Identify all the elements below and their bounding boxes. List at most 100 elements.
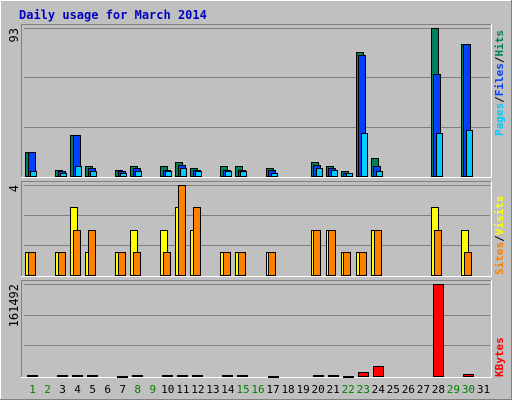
legend-kbytes: KBytes [493,337,506,377]
x-tick-label-day-30: 30 [462,383,475,396]
legend-hits-pages-files: Pages/Files/Hits [493,30,506,136]
panel-kbytes-area [21,280,492,378]
legend-entry: Files [493,63,506,96]
x-tick-label-day-21: 21 [327,383,340,396]
x-tick-label-day-17: 17 [266,383,279,396]
x-tick-label-day-8: 8 [134,383,141,396]
bar-pages-day-28 [436,133,443,177]
bar-pages-day-24 [376,171,383,177]
bar-pages-day-3 [60,173,67,177]
legend-entry: Hits [493,30,506,57]
bar-kbytes-day-4 [72,375,83,377]
bar-kbytes-day-7 [117,376,128,378]
x-tick-label-day-22: 22 [342,383,355,396]
bar-kbytes-day-8 [132,375,143,377]
x-tick-label-day-13: 13 [206,383,219,396]
bar-sites-day-11 [178,185,186,276]
panel-visits-sites: 4 Sites/Visits [7,181,506,277]
bar-sites-day-1 [28,252,36,276]
bar-pages-day-30 [466,130,473,177]
bar-pages-day-12 [195,171,202,177]
y-max-label: 161492 [7,284,21,327]
bar-kbytes-day-22 [343,376,354,378]
bar-kbytes-day-30 [463,374,474,377]
x-tick-label-day-3: 3 [59,383,66,396]
x-tick-label-day-12: 12 [191,383,204,396]
bar-sites-day-5 [88,230,96,276]
bar-pages-day-15 [240,171,247,177]
bar-kbytes-day-5 [87,375,98,377]
bar-kbytes-day-12 [192,375,203,377]
bar-sites-day-14 [223,252,231,276]
bar-pages-day-14 [225,171,232,177]
bar-kbytes-day-28 [433,284,444,377]
bar-kbytes-day-14 [222,375,233,377]
bar-sites-day-28 [434,230,442,276]
bar-sites-day-10 [163,252,171,276]
legend-entry: Sites [493,242,506,275]
bar-pages-day-22 [346,173,353,177]
bar-kbytes-day-24 [373,366,384,377]
x-axis: 1 2 3 4 5 6 7 8 9 10 11 12 13 14 15 16 17 18 19 20 21 22 23 24 2… [29,383,490,396]
x-tick-label-day-24: 24 [372,383,386,396]
x-tick-label-day-9: 9 [149,383,156,396]
panel-kbytes: 161492 KBytes [7,280,506,378]
bar-pages-day-11 [180,168,187,177]
bar-kbytes-day-17 [268,376,279,378]
bar-sites-day-30 [464,252,472,276]
x-tick-label-day-27: 27 [417,383,430,396]
bar-sites-day-23 [359,252,367,276]
x-tick-label-day-31: 31 [477,383,490,396]
bar-pages-day-20 [316,168,323,177]
legend-entry: / [493,96,506,103]
bar-sites-day-8 [133,252,141,276]
x-tick-label-day-29: 29 [447,383,460,396]
bar-pages-day-23 [361,133,368,177]
x-tick-label-day-26: 26 [402,383,415,396]
x-tick-label-day-18: 18 [281,383,294,396]
x-tick-label-day-28: 28 [432,383,445,396]
bar-sites-day-21 [328,230,336,276]
legend-entry: KBytes [493,337,506,377]
bar-pages-day-17 [271,173,278,177]
x-tick-label-day-16: 16 [251,383,264,396]
bar-sites-day-24 [374,230,382,276]
bar-kbytes-day-15 [237,375,248,377]
bar-sites-day-20 [313,230,321,276]
x-tick-label-day-11: 11 [176,383,189,396]
x-tick-label-day-1: 1 [29,383,36,396]
bar-sites-day-4 [73,230,81,276]
x-tick-label-day-25: 25 [387,383,400,396]
bar-kbytes-day-11 [177,375,188,377]
bar-sites-day-7 [118,252,126,276]
x-tick-label-day-23: 23 [357,383,370,396]
x-tick-label-day-5: 5 [89,383,96,396]
bar-pages-day-10 [165,171,172,177]
x-tick-label-day-19: 19 [296,383,309,396]
legend-entry: / [493,56,506,63]
bar-sites-day-3 [58,252,66,276]
x-tick-label-day-10: 10 [161,383,174,396]
y-max-label: 4 [7,185,21,192]
bar-kbytes-day-23 [358,372,369,377]
bar-sites-day-12 [193,207,201,276]
bar-pages-day-8 [135,171,142,177]
bar-pages-day-7 [120,173,127,177]
bar-sites-day-17 [268,252,276,276]
x-tick-label-day-20: 20 [312,383,325,396]
bar-pages-day-21 [331,170,338,177]
legend-entry: / [493,235,506,242]
x-tick-label-day-14: 14 [221,383,235,396]
x-tick-label-day-6: 6 [104,383,111,396]
x-tick-label-day-7: 7 [119,383,126,396]
legend-visits-sites: Sites/Visits [493,196,506,276]
x-tick-label-day-4: 4 [74,383,81,396]
legend-entry: Pages [493,103,506,136]
bar-kbytes-day-10 [162,375,173,377]
bar-kbytes-day-21 [328,375,339,377]
bar-kbytes-day-3 [57,375,68,377]
x-tick-label-day-15: 15 [236,383,249,396]
